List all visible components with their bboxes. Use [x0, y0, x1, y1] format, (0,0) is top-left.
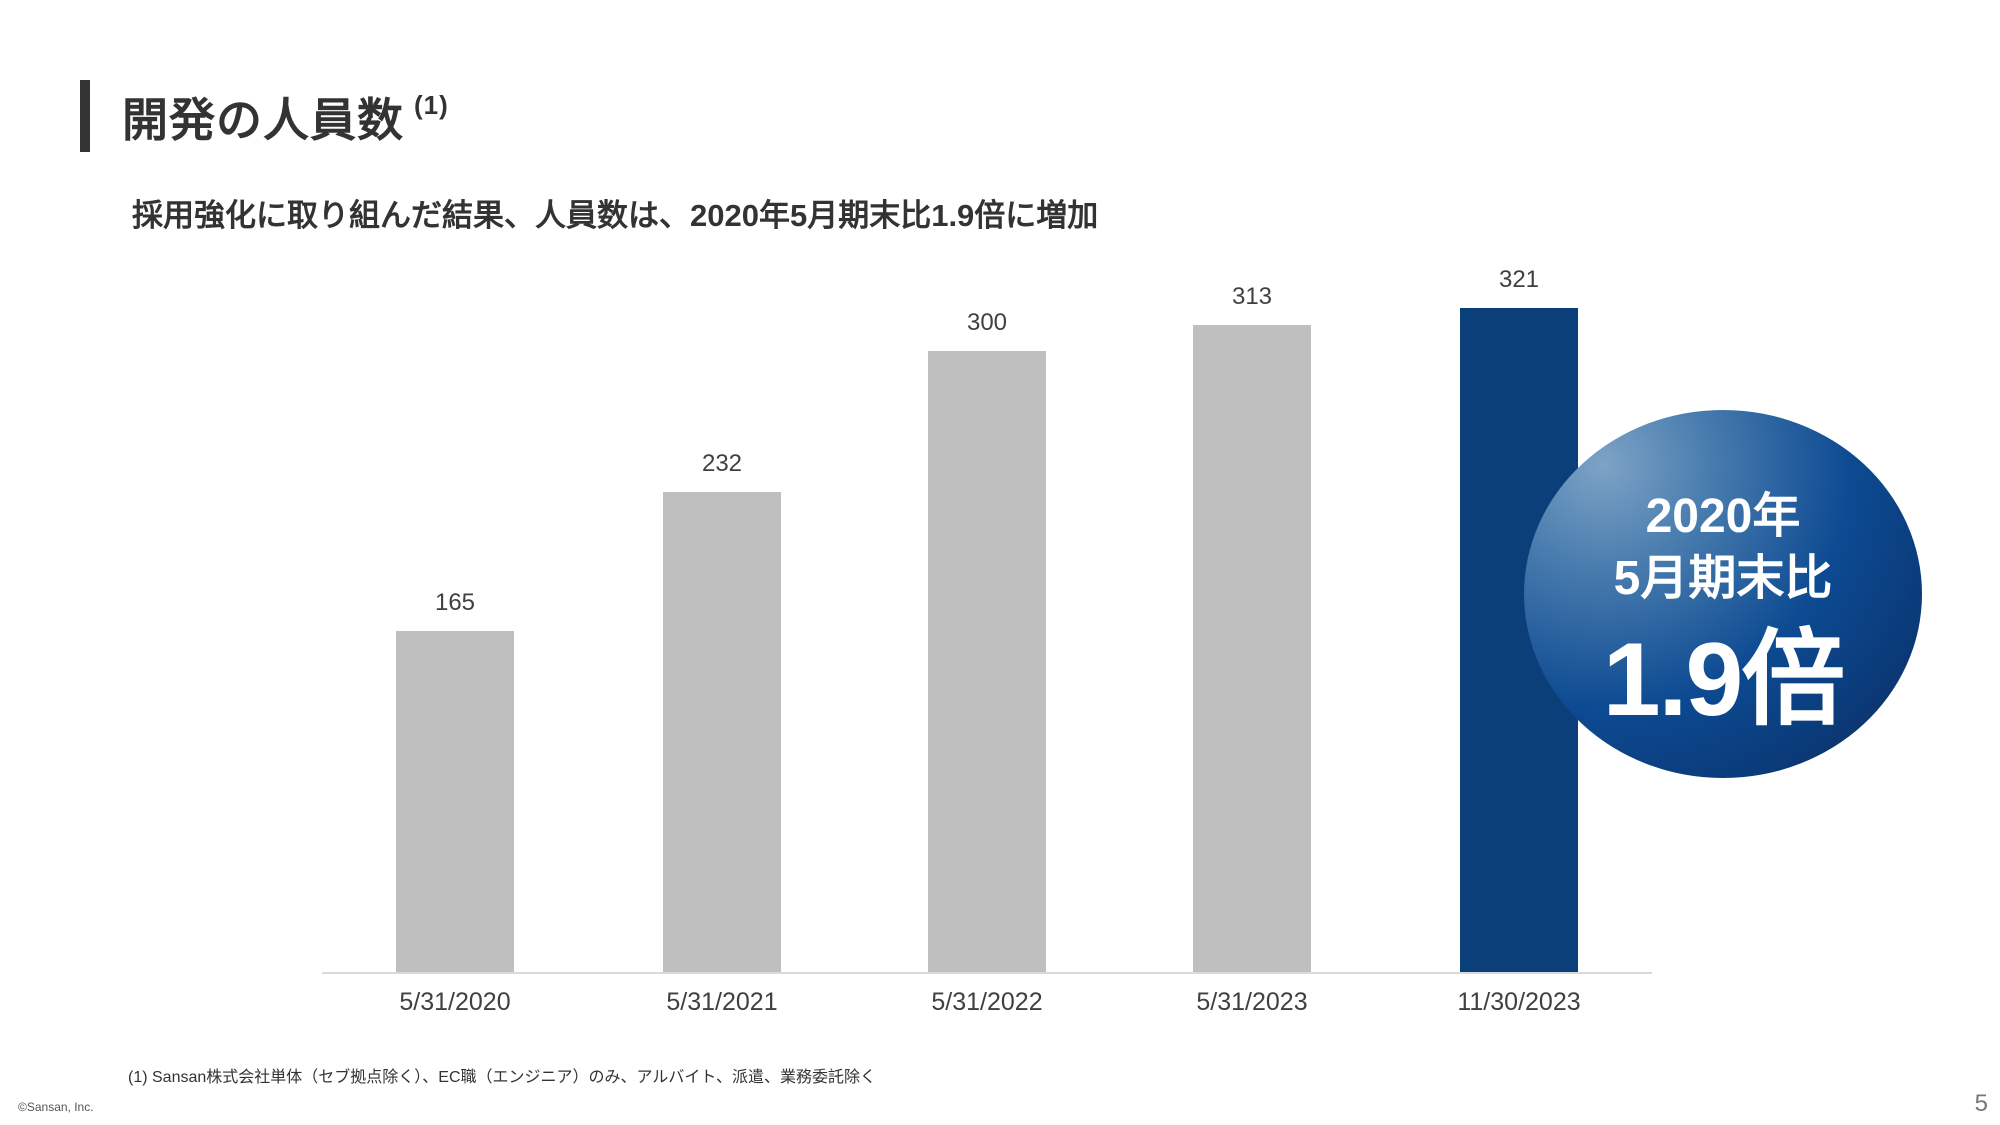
bar-5-31-2020 [396, 630, 514, 972]
callout-line-1: 2020年 [1645, 490, 1801, 543]
category-label: 5/31/2022 [931, 988, 1043, 1016]
callout-line-2: 5月期末比 [1613, 552, 1833, 605]
category-label: 5/31/2023 [1196, 988, 1308, 1016]
page-number: 5 [1974, 1090, 1988, 1117]
page-title-text: 開発の人員数 [122, 94, 404, 146]
title-accent-bar [80, 80, 90, 152]
callout-multiplier: 1.9倍 [1602, 622, 1846, 738]
title-footnote-marker: (1) [414, 90, 449, 120]
value-label: 300 [966, 309, 1008, 337]
growth-callout-bubble: 2020年 5月期末比 1.9倍 [1524, 410, 1922, 778]
page-subtitle: 採用強化に取り組んだ結果、人員数は、2020年5月期末比1.9倍に増加 [132, 198, 1099, 233]
category-label: 11/30/2023 [1457, 988, 1581, 1016]
value-label: 321 [1498, 266, 1540, 293]
x-axis-line [322, 972, 1652, 974]
value-label: 232 [701, 450, 743, 478]
value-label: 165 [434, 588, 476, 616]
copyright: ©Sansan, Inc. [18, 1100, 94, 1114]
footnote: (1) Sansan株式会社単体（セブ拠点除く）、EC職（エンジニア）のみ、アル… [128, 1069, 877, 1086]
bar-5-31-2022 [928, 351, 1046, 972]
category-label: 5/31/2020 [399, 988, 511, 1016]
category-label: 5/31/2021 [666, 988, 778, 1016]
bar-5-31-2021 [663, 492, 781, 972]
page-title: 開発の人員数 (1) [122, 84, 449, 150]
value-label: 313 [1231, 282, 1273, 310]
bar-5-31-2023 [1193, 324, 1311, 972]
